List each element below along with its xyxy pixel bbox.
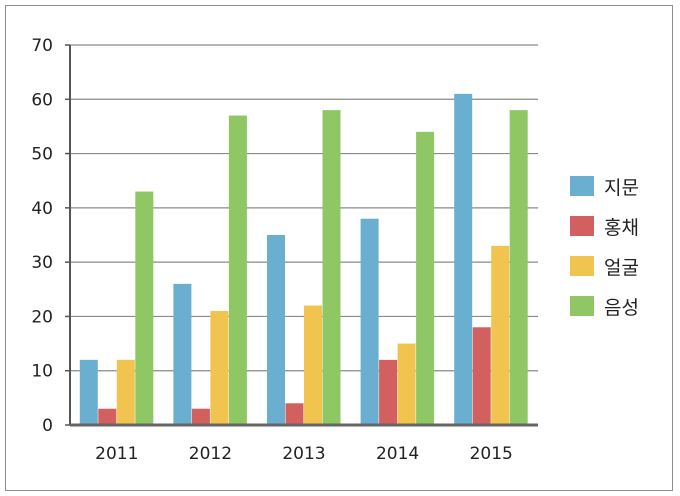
legend-label: 얼굴: [604, 257, 639, 279]
legend-label: 지문: [604, 177, 639, 199]
y-axis-ticks: 0 10 20 30 40 50 60 70: [31, 36, 70, 436]
legend-swatch: [570, 216, 594, 236]
bar-지문-2013: [267, 235, 285, 425]
bar-얼굴-2015: [491, 245, 510, 425]
legend-swatch: [570, 296, 594, 316]
y-tick-label: 10: [31, 362, 53, 382]
y-tick-label: 60: [31, 90, 53, 110]
y-tick-label: 70: [31, 36, 53, 56]
bars: [79, 93, 528, 426]
legend-label: 음성: [604, 297, 639, 319]
bar-홍채-2012: [191, 408, 210, 425]
x-tick-label: 2013: [282, 444, 325, 464]
y-tick-label: 40: [31, 199, 53, 219]
axes: [69, 45, 538, 427]
bar-지문-2012: [173, 283, 192, 425]
bar-음성-2011: [135, 191, 154, 425]
bar-음성-2015: [509, 110, 528, 426]
bar-얼굴-2014: [397, 343, 416, 425]
legend-swatch: [570, 176, 594, 196]
y-tick-label: 30: [31, 253, 53, 273]
legend-swatch: [570, 256, 594, 276]
legend-label: 홍채: [604, 217, 639, 239]
bar-음성-2013: [322, 110, 341, 426]
y-tick-label: 20: [31, 307, 53, 327]
y-tick-label: 0: [42, 416, 53, 436]
x-tick-label: 2014: [376, 444, 419, 464]
bar-홍채-2015: [472, 327, 491, 425]
bar-홍채-2014: [379, 359, 398, 425]
x-tick-label: 2011: [95, 444, 138, 464]
bar-지문-2015: [454, 93, 473, 425]
bar-얼굴-2011: [116, 359, 135, 425]
y-tick-label: 50: [31, 145, 53, 165]
bar-얼굴-2012: [210, 311, 229, 425]
bar-홍채-2011: [98, 408, 117, 425]
bar-음성-2014: [416, 131, 435, 425]
bar-음성-2012: [228, 115, 247, 426]
bar-얼굴-2013: [304, 305, 322, 425]
x-tick-label: 2015: [470, 444, 513, 464]
bar-홍채-2013: [285, 403, 304, 425]
x-tick-label: 2012: [189, 444, 232, 464]
bar-지문-2011: [79, 359, 98, 425]
x-axis-ticks: 2011 2012 2013 2014 2015: [95, 444, 513, 464]
bar-지문-2014: [360, 218, 379, 425]
